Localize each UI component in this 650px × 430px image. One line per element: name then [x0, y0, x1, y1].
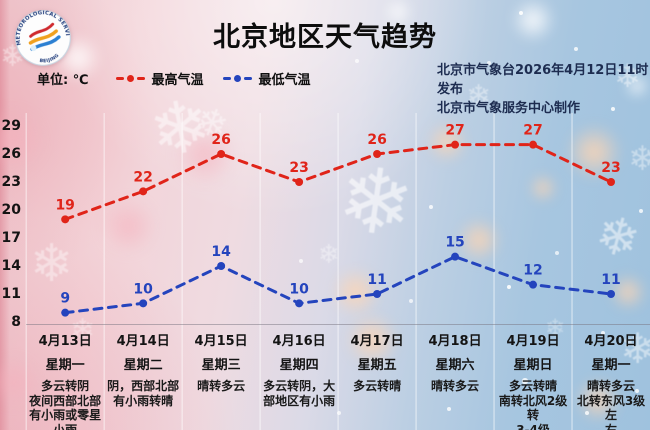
weekday-label: 星期一	[591, 358, 631, 373]
condition-label: 晴转多云	[197, 379, 246, 393]
y-tick-label: 14	[1, 258, 21, 274]
issue-line-1: 北京市气象台2026年4月12日11时发布	[437, 63, 649, 97]
snow-dots	[0, 0, 2, 2]
weekday-label: 星期六	[435, 358, 475, 373]
condition-label: 多云转阴，大 部地区有小雨	[263, 379, 336, 408]
day-column: 4月16日星期四多云转阴，大 部地区有小雨	[260, 330, 338, 430]
condition-label: 多云转阴 夜间西部北部 有小雨或零星 小雨	[29, 379, 102, 430]
condition-label: 晴转多云 北转东风3级左 右	[576, 379, 646, 430]
y-tick-label: 29	[1, 118, 21, 134]
left-edge-vignette	[0, 0, 10, 430]
day-column: 4月17日星期五多云转晴	[338, 330, 416, 430]
issue-line-2: 北京市气象服务中心制作	[437, 101, 581, 116]
low-temp-line-marker-icon	[221, 75, 253, 82]
legend-high-label: 最高气温	[151, 73, 204, 88]
issue-info: 北京市气象台2026年4月12日11时发布 北京市气象服务中心制作	[437, 61, 650, 118]
date-label: 4月17日	[350, 334, 404, 349]
date-label: 4月13日	[38, 334, 92, 349]
date-label: 4月14日	[116, 334, 170, 349]
y-tick-label: 11	[1, 286, 21, 302]
condition-label: 多云转晴	[353, 379, 402, 393]
legend-item-low: 最低气温	[221, 69, 311, 88]
y-tick-label: 23	[1, 174, 21, 190]
day-column: 4月14日星期二阴，西部北部 有小雨转晴	[104, 330, 182, 430]
day-column: 4月15日星期三晴转多云	[182, 330, 260, 430]
legend-item-high: 最高气温	[114, 69, 203, 88]
logo-red-stripe	[29, 22, 55, 38]
legend-low-label: 最低气温	[258, 73, 311, 88]
y-tick-label: 20	[1, 202, 21, 218]
day-column: 4月18日星期六晴转多云	[416, 330, 494, 430]
date-label: 4月20日	[584, 334, 638, 349]
weekday-label: 星期五	[357, 358, 397, 373]
chart-legend: 单位: ℃ 最高气温 最低气温	[37, 69, 329, 88]
y-tick-label: 26	[1, 146, 21, 162]
condition-label: 晴转多云	[431, 379, 480, 393]
high-temp-line-marker-icon	[114, 75, 146, 82]
weekday-label: 星期二	[123, 358, 163, 373]
weekday-label: 星期四	[279, 358, 319, 373]
date-label: 4月15日	[194, 334, 248, 349]
day-column: 4月13日星期一多云转阴 夜间西部北部 有小雨或零星 小雨	[26, 330, 104, 430]
date-label: 4月18日	[428, 334, 482, 349]
page-title: 北京地区天气趋势	[213, 22, 437, 53]
condition-label: 多云转晴 南转北风2级转 3-4级	[498, 379, 568, 430]
weekday-label: 星期三	[201, 358, 241, 373]
day-column: 4月20日星期一晴转多云 北转东风3级左 右	[572, 330, 650, 430]
y-tick-label: 8	[11, 314, 21, 330]
y-tick-label: 17	[1, 230, 21, 246]
logo-yellow-stripe	[28, 29, 58, 45]
date-label: 4月19日	[506, 334, 560, 349]
weekday-label: 星期一	[45, 358, 85, 373]
unit-label: 单位: ℃	[37, 73, 89, 88]
date-label: 4月16日	[272, 334, 326, 349]
condition-label: 阴，西部北部 有小雨转晴	[107, 379, 180, 408]
weekday-label: 星期日	[513, 358, 553, 373]
day-column: 4月19日星期日多云转晴 南转北风2级转 3-4级	[494, 330, 572, 430]
logo-snowflake-dot	[30, 45, 37, 52]
